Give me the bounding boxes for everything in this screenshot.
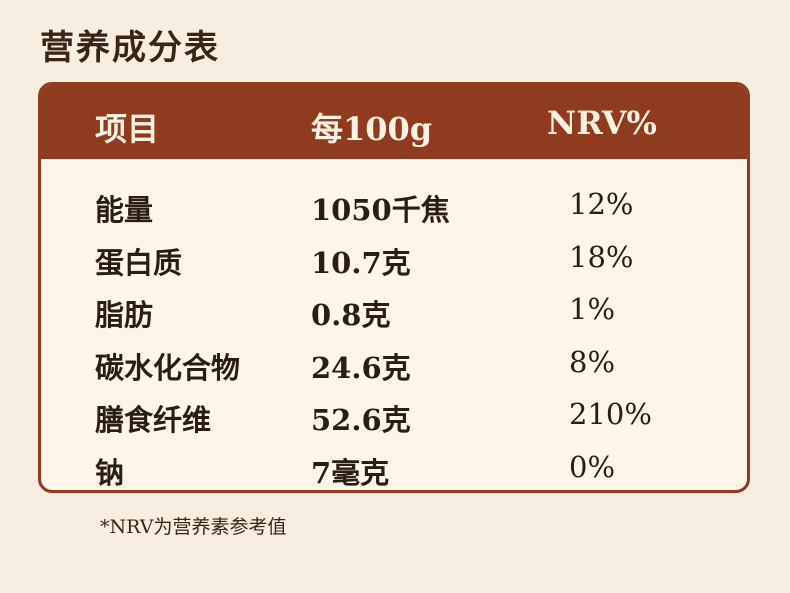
nutrition-table: 项目 每100g NRV% 能量 1050千焦 12% 蛋白质 10.7克 18… xyxy=(38,82,750,493)
cell-nrv: 0% xyxy=(569,449,616,484)
cell-per-100g: 7毫克 xyxy=(311,455,390,490)
header-item: 项目 xyxy=(95,110,160,148)
cell-item: 蛋白质 xyxy=(95,245,183,280)
table-row: 碳水化合物 24.6克 8% xyxy=(41,339,747,392)
table-row: 能量 1050千焦 12% xyxy=(41,181,747,234)
cell-per-100g: 10.7克 xyxy=(311,245,411,280)
header-nrv: NRV% xyxy=(547,104,657,142)
cell-nrv: 8% xyxy=(569,344,616,379)
cell-per-100g: 52.6克 xyxy=(311,403,411,437)
cell-nrv: 1% xyxy=(569,292,616,326)
page-title: 营养成分表 xyxy=(40,28,220,68)
table-row: 钠 7毫克 0% xyxy=(41,444,747,491)
nrv-footnote: *NRV为营养素参考值 xyxy=(100,516,287,538)
cell-item: 能量 xyxy=(95,193,154,227)
cell-item: 膳食纤维 xyxy=(95,403,212,437)
cell-item: 碳水化合物 xyxy=(95,350,241,385)
cell-nrv: 18% xyxy=(569,239,634,274)
cell-per-100g: 24.6克 xyxy=(311,350,411,385)
table-header-row: 项目 每100g NRV% xyxy=(41,85,747,159)
table-row: 膳食纤维 52.6克 210% xyxy=(41,391,747,444)
cell-per-100g: 1050千焦 xyxy=(311,193,450,227)
table-row: 脂肪 0.8克 1% xyxy=(41,286,747,339)
cell-nrv: 210% xyxy=(569,397,652,431)
cell-per-100g: 0.8克 xyxy=(311,298,391,332)
table-body: 能量 1050千焦 12% 蛋白质 10.7克 18% 脂肪 0.8克 1% 碳… xyxy=(41,159,747,491)
cell-item: 钠 xyxy=(95,455,125,490)
header-per-100g: 每100g xyxy=(311,110,433,148)
cell-item: 脂肪 xyxy=(95,298,154,332)
table-row: 蛋白质 10.7克 18% xyxy=(41,234,747,287)
cell-nrv: 12% xyxy=(569,187,634,221)
